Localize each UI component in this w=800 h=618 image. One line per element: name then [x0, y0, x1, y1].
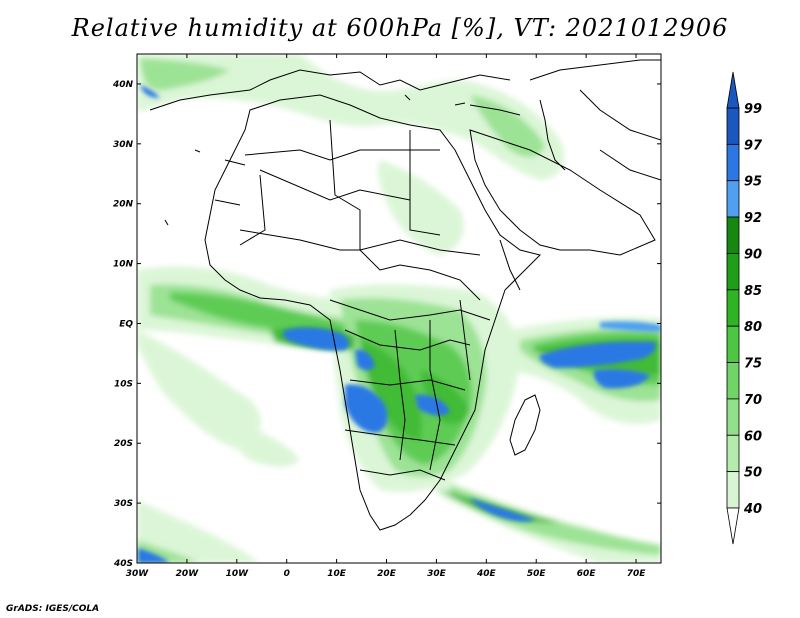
colorbar-segment	[726, 216, 740, 254]
colorbar-max-arrow	[726, 71, 740, 109]
lon-label: 10E	[327, 569, 347, 579]
humidity-field	[137, 54, 661, 563]
credit-text: GrADS: IGES/COLA	[6, 604, 100, 614]
lon-label: 0	[284, 569, 290, 579]
colorbar-segment	[726, 107, 740, 145]
longitude-labels: 30W 20W 10W 0 10E 20E 30E 40E 50E 60E 70E	[126, 54, 646, 579]
lon-label: 20W	[176, 569, 200, 579]
lon-label: 30E	[427, 569, 447, 579]
colorbar-segment	[726, 398, 740, 436]
colorbar-label: 97	[744, 138, 763, 153]
colorbar-segment	[726, 362, 740, 400]
lon-label: 70E	[627, 569, 647, 579]
colorbar-label: 85	[744, 284, 762, 299]
colorbar-label: 99	[744, 102, 762, 117]
colorbar-label: 60	[744, 429, 762, 444]
lat-label: 10S	[114, 379, 133, 389]
colorbar-min-arrow	[726, 507, 740, 545]
lat-label: 40N	[112, 80, 134, 90]
colorbar-segment	[726, 434, 740, 473]
lon-label: 20E	[377, 569, 397, 579]
colorbar-segment	[726, 143, 740, 182]
lon-label: 60E	[577, 569, 597, 579]
lon-label: 50E	[527, 569, 547, 579]
coastlines	[149, 59, 661, 531]
lat-label: EQ	[119, 319, 133, 329]
chart-title: Relative humidity at 600hPa [%], VT: 202…	[71, 14, 729, 42]
colorbar-segment	[726, 289, 740, 327]
colorbar: 40 50 60 70 75 80 85 90 92 95 97 99	[726, 71, 763, 545]
colorbar-label: 50	[744, 466, 762, 481]
colorbar-label: 75	[744, 357, 762, 372]
lat-label: 30N	[113, 140, 134, 150]
colorbar-label: 92	[744, 211, 762, 226]
lat-label: 40S	[113, 559, 133, 569]
colorbar-segment	[726, 471, 740, 509]
colorbar-label: 95	[744, 175, 762, 190]
lat-label: 20S	[114, 439, 133, 449]
latitude-labels: 40N 30N 20N 10N EQ 10S 20S 30S 40S	[112, 80, 661, 569]
colorbar-segment	[726, 180, 740, 218]
lon-label: 40E	[476, 569, 497, 579]
lat-label: 20N	[113, 200, 134, 210]
colorbar-label: 70	[744, 393, 762, 408]
lat-label: 30S	[114, 499, 133, 509]
colorbar-label: 80	[744, 320, 762, 335]
colorbar-label: 90	[744, 247, 762, 262]
lon-label: 10W	[226, 569, 250, 579]
colorbar-segment	[726, 253, 740, 291]
colorbar-segment	[726, 325, 740, 363]
map-frame	[136, 53, 662, 564]
colorbar-label: 40	[743, 502, 762, 517]
lat-label: 10N	[113, 260, 134, 270]
lon-label: 30W	[126, 569, 150, 579]
